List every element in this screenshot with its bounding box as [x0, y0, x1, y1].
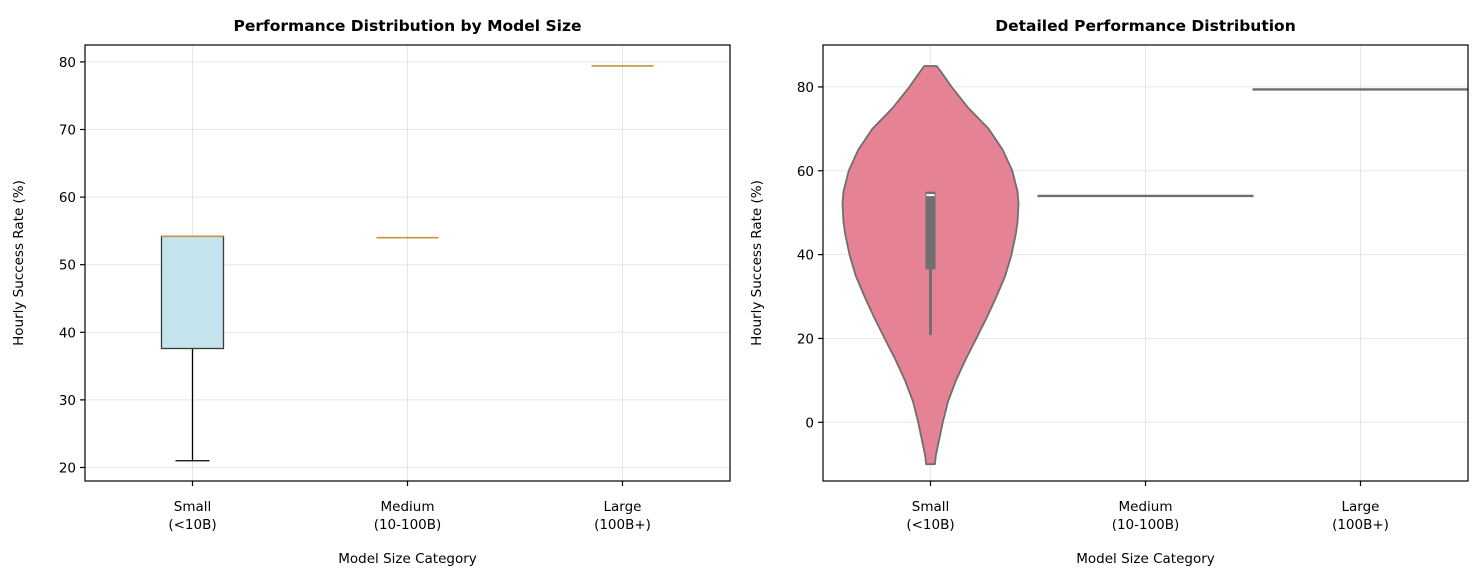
box — [160, 235, 225, 350]
x-tick-label-line: Medium — [1119, 499, 1173, 515]
violin-iqr-box — [925, 191, 936, 270]
x-tick-label-line: Large — [604, 499, 642, 515]
x-tick-label: Large (100B+) — [1332, 499, 1389, 533]
y-tick-label: 40 — [59, 325, 76, 341]
y-tick-label: 80 — [797, 80, 814, 96]
y-tick-label: 0 — [805, 415, 814, 431]
y-tick-label: 40 — [797, 248, 814, 264]
x-tick-label-line: Medium — [381, 499, 435, 515]
x-tick-label-line: (100B+) — [1332, 517, 1389, 533]
y-tick-label: 50 — [59, 258, 76, 274]
y-tick-label: 80 — [59, 55, 76, 71]
x-tick-label-line: (100B+) — [594, 517, 651, 533]
x-tick-label-line: (10-100B) — [1112, 517, 1180, 533]
y-tick-label: 20 — [59, 460, 76, 476]
x-tick-label-line: (<10B) — [906, 517, 954, 533]
y-tick-label: 60 — [797, 164, 814, 180]
y-tick-label: 30 — [59, 393, 76, 409]
panel-1: 20 30 40 50 60 70 80 Small (<10B) Medium (10-100B)… — [11, 17, 730, 567]
x-tick-label: Large (100B+) — [594, 499, 651, 533]
x-tick-label-line: Small — [174, 499, 212, 515]
x-axis-label: Model Size Category — [1076, 551, 1215, 567]
x-tick-label-line: (<10B) — [168, 517, 216, 533]
y-tick-label: 70 — [59, 122, 76, 138]
x-tick-label: Small (<10B) — [906, 499, 954, 533]
y-tick-label: 20 — [797, 331, 814, 347]
x-tick-label: Medium (10-100B) — [1112, 499, 1180, 533]
plot-area-frame-1 — [84, 44, 731, 482]
x-tick-label-line: Large — [1342, 499, 1380, 515]
y-axis-label: Hourly Success Rate (%) — [11, 180, 27, 346]
x-tick-label-line: Small — [912, 499, 950, 515]
panel-2: 0 20 40 60 80 Small (<10B) Medium (10-100B) Large… — [749, 17, 1469, 567]
box-plot-1 — [160, 235, 225, 462]
x-tick-label: Medium (10-100B) — [374, 499, 442, 533]
x-axis-label: Model Size Category — [338, 551, 477, 567]
chart-title: Performance Distribution by Model Size — [234, 17, 582, 35]
x-tick-label-line: (10-100B) — [374, 517, 442, 533]
y-tick-label: 60 — [59, 190, 76, 206]
chart-title: Detailed Performance Distribution — [995, 17, 1295, 35]
y-axis-label: Hourly Success Rate (%) — [749, 180, 765, 346]
violin-1 — [841, 65, 1020, 466]
x-tick-label: Small (<10B) — [168, 499, 216, 533]
plot-area-frame-2 — [822, 44, 1469, 482]
